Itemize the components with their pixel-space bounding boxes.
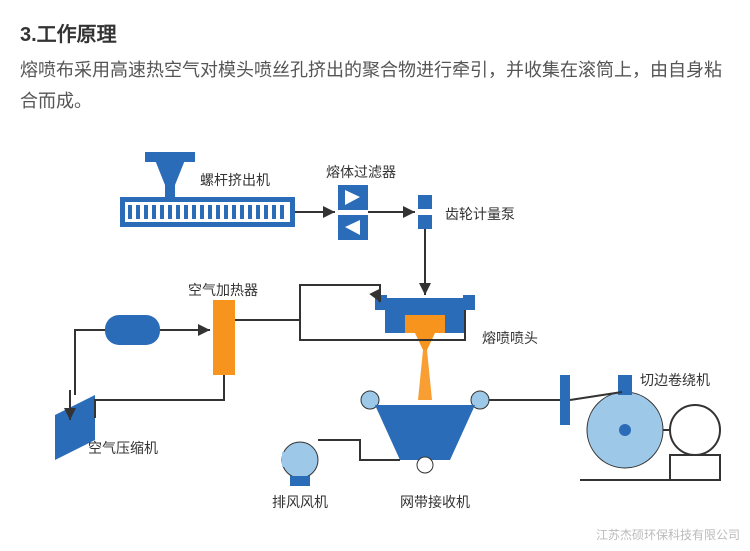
watermark-text: 江苏杰硕环保科技有限公司: [596, 526, 740, 543]
label-pump: 齿轮计量泵: [445, 204, 515, 224]
fan-icon: [282, 442, 318, 486]
winder-icon: [489, 375, 720, 480]
die-head-icon: [375, 295, 475, 350]
section-description: 熔喷布采用高速热空气对模头喷丝孔挤出的聚合物进行牵引，并收集在滚筒上，由自身粘合…: [0, 55, 750, 126]
process-diagram: 螺杆挤出机 熔体过滤器 齿轮计量泵 空气加热器 空气压缩机 熔喷喷头 排风风机 …: [0, 140, 750, 540]
section-heading: 3.工作原理: [0, 0, 750, 55]
extruder-icon: [120, 197, 295, 227]
heater-icon: [213, 300, 235, 375]
label-compressor: 空气压缩机: [88, 438, 158, 458]
diagram-svg: [0, 140, 750, 540]
hopper-icon: [145, 152, 195, 197]
label-winder: 切边卷绕机: [640, 370, 710, 390]
label-diehead: 熔喷喷头: [482, 328, 538, 348]
label-filter: 熔体过滤器: [326, 162, 396, 182]
gear-pump-icon: [418, 195, 432, 229]
tank-icon: [105, 315, 160, 345]
label-collector: 网带接收机: [400, 492, 470, 512]
filter-icon: [338, 185, 368, 240]
label-extruder: 螺杆挤出机: [200, 170, 270, 190]
label-heater: 空气加热器: [188, 280, 258, 300]
label-fan: 排风风机: [272, 492, 328, 512]
